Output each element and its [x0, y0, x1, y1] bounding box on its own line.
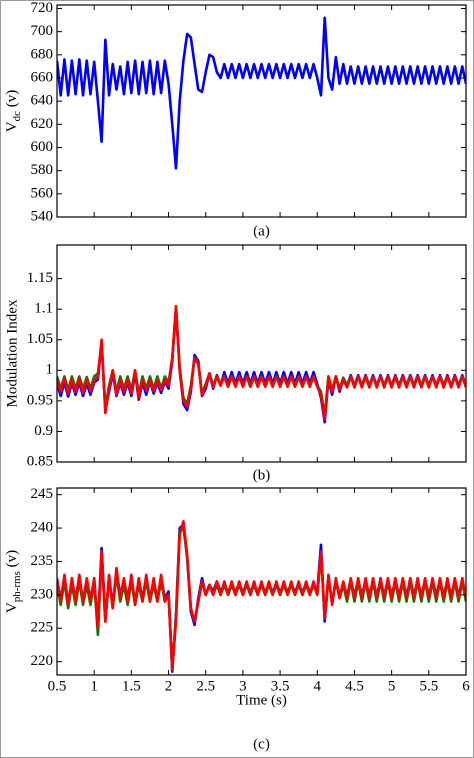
subplot-caption: (b): [253, 467, 271, 483]
y-tick-label: 0.95: [27, 392, 53, 408]
y-axis-label: Modulation Index: [4, 299, 20, 407]
y-tick-label: 240: [31, 520, 54, 536]
subplot-caption: (c): [253, 736, 270, 752]
y-axis-label-part: ph-rms: [11, 571, 23, 602]
y-tick-label: 640: [31, 93, 54, 109]
y-tick-label: 680: [31, 46, 54, 62]
y-axis-label: Vph-rms (v): [4, 550, 22, 613]
y-tick-label: 660: [31, 69, 54, 85]
x-tick-label: 3.5: [271, 678, 290, 694]
subplot-caption: (a): [253, 223, 270, 239]
subplot: 220 225 230 235 240 245 0.5 1 1.5 2 2.5 3 3.5 4 4.5 5 5.…: [4, 486, 470, 752]
x-tick-label: 1: [90, 678, 98, 694]
y-tick-label: 1.05: [27, 331, 53, 347]
y-axis-label-part: V: [4, 602, 20, 613]
y-tick-label: 1.15: [27, 270, 53, 286]
axes-box: [56, 244, 467, 463]
x-tick-label: 0.5: [48, 678, 67, 694]
y-tick-label: 560: [31, 185, 54, 201]
x-tick-label: 4: [314, 678, 322, 694]
y-tick-label: 1: [46, 362, 54, 378]
plot-area: [57, 245, 466, 462]
x-axis-label: Time (s): [236, 692, 287, 708]
x-tick-label: 2: [165, 678, 173, 694]
x-tick-label: 5: [388, 678, 396, 694]
y-tick-label: 0.9: [34, 423, 53, 439]
y-tick-label: 1.1: [34, 301, 53, 317]
series-line: [57, 16, 466, 170]
y-tick-label: 580: [31, 162, 54, 178]
x-tick-label: 1.5: [122, 678, 141, 694]
x-tick-label: 6: [462, 678, 470, 694]
y-tick-label: 700: [31, 23, 54, 39]
y-axis-label: Vdc (v): [4, 90, 22, 132]
plot-area: [57, 5, 466, 217]
axes-box: [56, 4, 467, 218]
y-tick-label: 225: [31, 620, 54, 636]
y-axis-label-part: (v): [4, 550, 20, 571]
y-tick-label: 720: [31, 0, 54, 16]
y-tick-label: 620: [31, 116, 54, 132]
y-axis-label-part: dc: [11, 111, 23, 122]
series-line: [57, 520, 466, 670]
y-axis-label-part: (v): [4, 90, 20, 111]
x-tick-label: 5.5: [419, 678, 438, 694]
y-axis-label-part: V: [4, 121, 20, 132]
x-tick-label: 4.5: [345, 678, 364, 694]
y-tick-label: 600: [31, 139, 54, 155]
y-tick-label: 0.85: [27, 453, 53, 469]
y-tick-label: 540: [31, 208, 54, 224]
subplot: 540 560 580 600 620 640 660 680 700 720 Vdc (v) (a): [4, 0, 467, 239]
y-tick-label: 235: [31, 553, 54, 569]
subplot: 0.85 0.9 0.95 1 1.05 1.1 1.15 Modulation Index (…: [4, 244, 467, 483]
series-line: [57, 304, 466, 421]
x-tick-label: 2.5: [196, 678, 215, 694]
y-tick-label: 230: [31, 586, 54, 602]
y-tick-label: 245: [31, 486, 54, 502]
x-tick-label: 3: [239, 678, 247, 694]
axes-box: [56, 487, 467, 676]
y-tick-label: 220: [31, 653, 54, 669]
